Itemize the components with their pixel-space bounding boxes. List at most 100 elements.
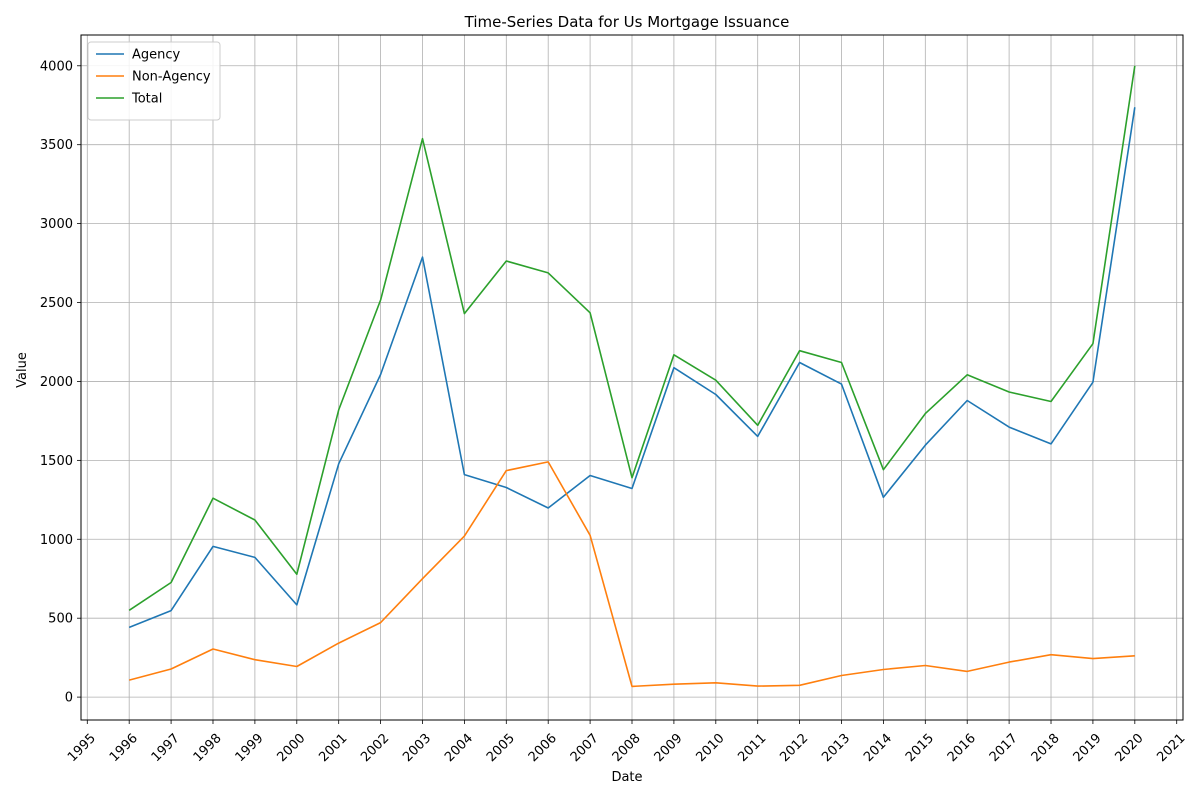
legend-label-agency: Agency	[132, 48, 181, 63]
x-tick-label: 1996	[107, 731, 141, 765]
data-point-total	[337, 409, 339, 411]
data-point-total	[379, 299, 381, 301]
x-tick-label: 1995	[65, 731, 99, 765]
data-point-non-agency	[1008, 661, 1010, 663]
data-point-agency	[254, 556, 256, 558]
data-point-agency	[421, 256, 423, 258]
data-point-total	[966, 374, 968, 376]
y-tick-label: 2500	[40, 296, 73, 311]
x-tick-label: 2013	[819, 731, 853, 765]
data-point-agency	[882, 496, 884, 498]
x-tick-label: 2020	[1113, 731, 1147, 765]
x-axis: 1995 1996 1997 1998 1999 2000 2001 2002 2003 2004…	[65, 720, 1188, 765]
data-point-non-agency	[421, 578, 423, 580]
data-point-total	[463, 312, 465, 314]
data-point-non-agency	[631, 685, 633, 687]
y-tick-label: 500	[48, 612, 73, 627]
data-point-total	[421, 137, 423, 139]
data-point-total	[757, 424, 759, 426]
data-point-agency	[1050, 443, 1052, 445]
data-point-total	[1008, 391, 1010, 393]
data-point-non-agency	[966, 670, 968, 672]
data-point-agency	[757, 435, 759, 437]
x-tick-label: 1997	[149, 731, 183, 765]
legend-label-non-agency: Non-Agency	[132, 70, 211, 85]
data-point-non-agency	[589, 534, 591, 536]
x-tick-label: 2007	[568, 731, 602, 765]
legend-box	[87, 41, 221, 121]
data-point-total	[631, 477, 633, 479]
x-tick-label: 2012	[777, 731, 811, 765]
data-point-total	[1092, 343, 1094, 345]
data-point-total	[170, 581, 172, 583]
x-tick-label: 2001	[316, 731, 350, 765]
data-point-non-agency	[882, 668, 884, 670]
x-tick-label: 2019	[1071, 731, 1105, 765]
data-point-non-agency	[757, 685, 759, 687]
x-tick-label: 2009	[652, 731, 686, 765]
data-point-total	[673, 354, 675, 356]
x-tick-label: 2005	[484, 731, 518, 765]
legend: Agency Non-Agency Total	[87, 41, 221, 121]
data-point-agency	[128, 626, 130, 628]
x-tick-label: 2002	[358, 731, 392, 765]
data-point-non-agency	[463, 535, 465, 537]
data-point-total	[212, 497, 214, 499]
legend-label-total: Total	[131, 92, 162, 107]
data-point-total	[924, 412, 926, 414]
data-point-agency	[296, 604, 298, 606]
gridlines	[81, 35, 1183, 720]
data-point-total	[589, 312, 591, 314]
data-point-non-agency	[254, 659, 256, 661]
data-point-non-agency	[505, 469, 507, 471]
x-tick-label: 2000	[274, 731, 308, 765]
data-point-non-agency	[337, 642, 339, 644]
data-point-agency	[1092, 381, 1094, 383]
data-point-agency	[1008, 426, 1010, 428]
x-tick-label: 1999	[233, 731, 267, 765]
x-tick-label: 1998	[191, 731, 225, 765]
data-point-non-agency	[673, 683, 675, 685]
data-point-non-agency	[128, 679, 130, 681]
data-point-non-agency	[840, 674, 842, 676]
y-tick-label: 1500	[40, 454, 73, 469]
data-point-non-agency	[1092, 657, 1094, 659]
data-point-total	[296, 573, 298, 575]
x-tick-label: 2017	[987, 731, 1021, 765]
data-point-agency	[170, 609, 172, 611]
data-point-non-agency	[1050, 653, 1052, 655]
data-point-non-agency	[212, 648, 214, 650]
x-tick-label: 2008	[610, 731, 644, 765]
x-tick-label: 2018	[1029, 731, 1063, 765]
data-point-agency	[1134, 106, 1136, 108]
x-tick-label: 2011	[735, 731, 769, 765]
data-point-non-agency	[547, 461, 549, 463]
series-lines	[128, 65, 1136, 688]
x-tick-label: 2010	[693, 731, 727, 765]
y-tick-label: 1000	[40, 533, 73, 548]
data-point-agency	[589, 474, 591, 476]
data-point-total	[254, 519, 256, 521]
y-axis-title: Value	[15, 352, 30, 388]
series-line-total	[128, 65, 1136, 611]
y-tick-label: 3500	[40, 138, 73, 153]
series-line-agency	[128, 107, 1136, 629]
data-point-total	[1134, 65, 1136, 67]
x-tick-label: 2003	[400, 731, 434, 765]
data-point-non-agency	[170, 668, 172, 670]
data-point-total	[505, 260, 507, 262]
data-point-total	[715, 379, 717, 381]
x-tick-label: 2021	[1154, 731, 1188, 765]
data-point-agency	[547, 507, 549, 509]
data-point-non-agency	[379, 621, 381, 623]
data-point-total	[1050, 400, 1052, 402]
data-point-agency	[337, 463, 339, 465]
x-tick-label: 2015	[903, 731, 937, 765]
data-point-agency	[379, 373, 381, 375]
data-point-total	[547, 272, 549, 274]
data-point-agency	[798, 361, 800, 363]
data-point-agency	[212, 545, 214, 547]
data-point-total	[128, 609, 130, 611]
x-tick-label: 2006	[526, 731, 560, 765]
